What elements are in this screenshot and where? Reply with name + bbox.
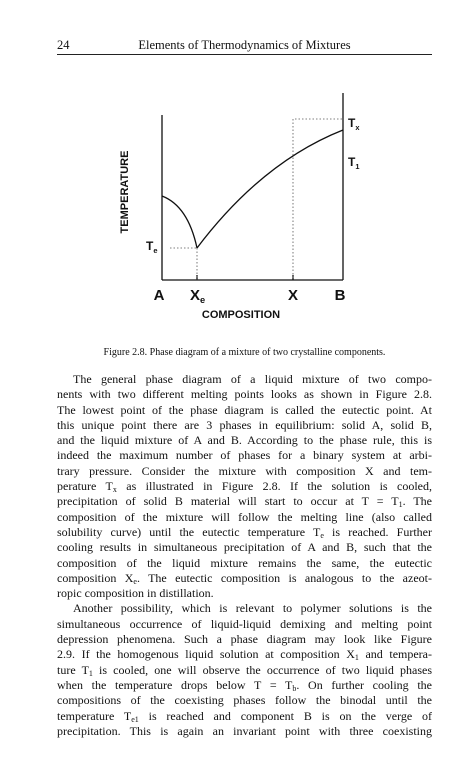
subscript: 1 — [88, 668, 93, 678]
text-run: as illustrated in Figure 2.8. If the sol… — [116, 479, 432, 494]
text-line: depression phenomena. Such a phase diagr… — [57, 632, 432, 647]
text-run: nents with two different melting points … — [57, 387, 432, 402]
text-line: composition Xe. The eutectic composition… — [57, 571, 432, 586]
label-subscript: e — [153, 246, 157, 255]
melting-curve-b — [196, 129, 344, 249]
text-run: The lowest point of the phase diagram is… — [57, 402, 432, 417]
header-rule — [57, 54, 432, 55]
text-run: temperature T — [57, 708, 132, 723]
text-run: is reached and component B is on the ver… — [138, 708, 432, 723]
text-line: this unique point there are 3 phases in … — [57, 418, 432, 433]
text-line: Another possibility, which is relevant t… — [57, 601, 432, 616]
text-run: and the liquid mixture of A and B. Accor… — [57, 433, 432, 448]
text-line: when the temperature drops below T = Tb.… — [57, 678, 432, 693]
subscript: x — [112, 485, 117, 495]
text-run: simultaneous occurrence of liquid-liquid… — [57, 616, 432, 631]
subscript: 1 — [398, 500, 403, 510]
text-line: temperature Te1 is reached and component… — [57, 709, 432, 724]
x-label: Xe — [190, 287, 205, 305]
y-axis-label: TEMPERATURE — [119, 151, 131, 234]
temperature-label: T1 — [348, 155, 359, 171]
text-line: compositions of the coexisting phases fo… — [57, 693, 432, 708]
text-line: precipitation. This is again an invarian… — [57, 724, 432, 739]
text-run: ture T — [57, 662, 89, 677]
text-run: The general phase diagram of a liquid mi… — [73, 372, 432, 386]
temperature-label: Tx — [348, 116, 360, 132]
figure-caption: Figure 2.8. Phase diagram of a mixture o… — [103, 347, 386, 358]
text-run: precipitation of solid B material will s… — [57, 494, 399, 509]
text-run: when the temperature drops below T = T — [57, 677, 293, 692]
label-text: A — [154, 287, 165, 304]
text-line: cooling results in simultaneous precipit… — [57, 540, 432, 555]
text-run: ropic composition in distillation. — [57, 586, 214, 601]
text-run: compositions of the coexisting phases fo… — [57, 693, 432, 708]
text-run: 2.9. If the homogenous liquid solution a… — [57, 647, 355, 662]
label-text: T — [146, 239, 154, 253]
label-subscript: e — [200, 295, 205, 305]
text-line: The lowest point of the phase diagram is… — [57, 403, 432, 418]
text-run: this unique point there are 3 phases in … — [57, 417, 432, 432]
text-run: perature T — [57, 479, 113, 494]
text-line: ture T1 is cooled, one will observe the … — [57, 663, 432, 678]
text-run: indeed the maximum number of phases for … — [57, 448, 432, 463]
subscript: e — [133, 576, 137, 586]
text-run: precipitation. This is again an invarian… — [57, 723, 432, 738]
text-run: and tempera- — [358, 647, 432, 662]
label-text: B — [335, 287, 346, 304]
label-subscript: 1 — [355, 162, 359, 171]
text-line: perature Tx as illustrated in Figure 2.8… — [57, 479, 432, 494]
text-line: trary pressure. Consider the mixture wit… — [57, 464, 432, 479]
text-run: is reached. Further — [323, 524, 432, 539]
text-run: trary pressure. Consider the mixture wit… — [57, 463, 432, 478]
running-title: Elements of Thermodynamics of Mixtures — [138, 38, 351, 52]
label-text: X — [190, 287, 200, 304]
text-run: composition of the liquid mixture remain… — [57, 555, 432, 570]
text-line: and the liquid mixture of A and B. Accor… — [57, 433, 432, 448]
paragraph: The general phase diagram of a liquid mi… — [57, 372, 432, 601]
subscript: b — [292, 683, 297, 693]
temperature-label: Te — [146, 239, 157, 255]
paragraph: Another possibility, which is relevant t… — [57, 601, 432, 739]
x-label: A — [154, 287, 165, 304]
text-line: indeed the maximum number of phases for … — [57, 448, 432, 463]
label-text: T — [348, 155, 356, 169]
subscript: e — [320, 530, 324, 540]
label-text: T — [348, 116, 356, 130]
body-text: The general phase diagram of a liquid mi… — [57, 372, 432, 739]
text-run: depression phenomena. Such a phase diagr… — [57, 632, 432, 647]
text-run: composition X — [57, 570, 134, 585]
text-run: . On further cooling the — [296, 677, 432, 692]
text-run: is cooled, one will observe the occurren… — [92, 662, 432, 677]
text-line: precipitation of solid B material will s… — [57, 494, 432, 509]
text-line: solubility curve) until the eutectic tem… — [57, 525, 432, 540]
x-label: X — [288, 287, 298, 304]
page-number: 24 — [57, 38, 70, 52]
text-run: . The eutectic composition is analogous … — [136, 570, 432, 585]
label-text: X — [288, 287, 298, 304]
text-run: . The — [402, 494, 432, 509]
text-line: simultaneous occurrence of liquid-liquid… — [57, 617, 432, 632]
text-line: The general phase diagram of a liquid mi… — [57, 372, 432, 387]
text-run: Another possibility, which is relevant t… — [73, 601, 432, 616]
text-run: solubility curve) until the eutectic tem… — [57, 524, 321, 539]
text-line: composition of the liquid mixture remain… — [57, 556, 432, 571]
label-subscript: x — [355, 123, 360, 132]
text-run: cooling results in simultaneous precipit… — [57, 540, 432, 555]
x-axis-label: COMPOSITION — [202, 309, 280, 321]
text-line: composition of the mixture will follow t… — [57, 510, 432, 525]
text-run: composition of the mixture will follow t… — [57, 509, 432, 524]
text-line: ropic composition in distillation. — [57, 586, 432, 601]
text-line: nents with two different melting points … — [57, 387, 432, 402]
x-label: B — [335, 287, 346, 304]
subscript: 1 — [354, 653, 359, 663]
text-line: 2.9. If the homogenous liquid solution a… — [57, 647, 432, 662]
subscript: e1 — [131, 714, 139, 724]
melting-curve-a — [161, 195, 198, 249]
